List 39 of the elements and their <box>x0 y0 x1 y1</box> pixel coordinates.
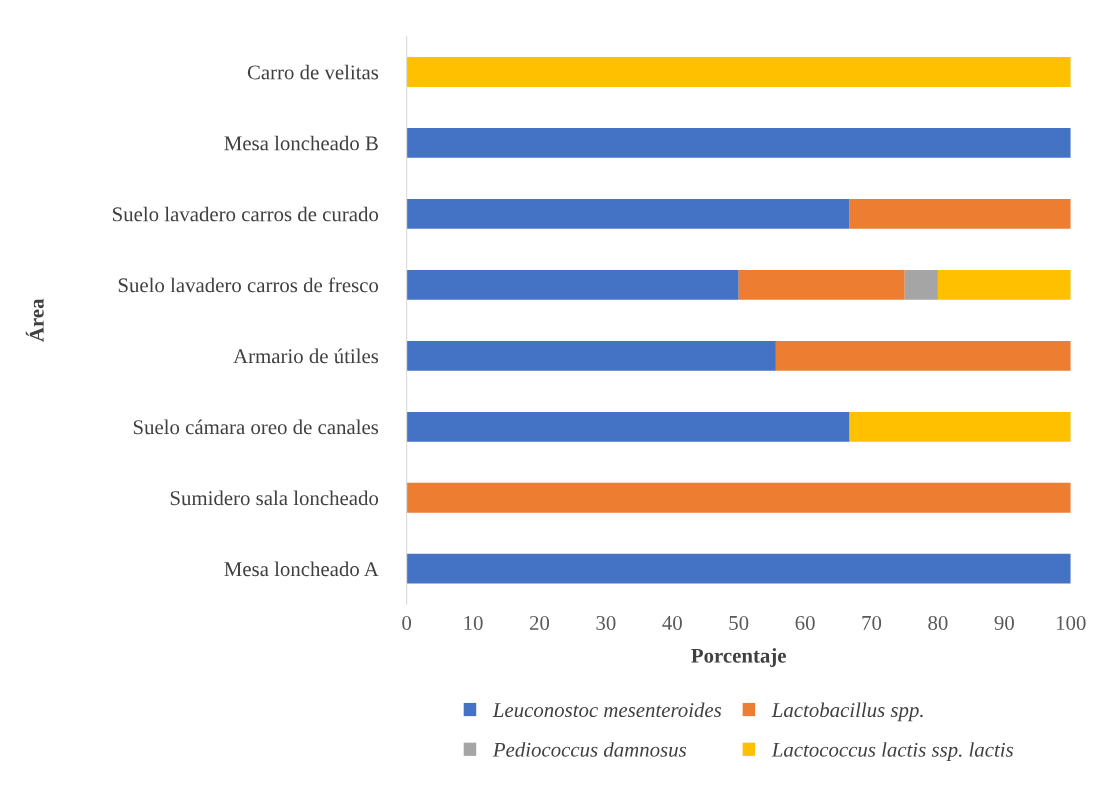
bar <box>406 553 1071 584</box>
bar <box>406 128 1071 158</box>
y-tick-label: Mesa loncheado B <box>224 135 378 151</box>
x-tick-label: 10 <box>464 615 483 630</box>
y-tick-label: Suelo lavadero carros de fresco <box>118 277 379 293</box>
y-tick-label: Mesa loncheado A <box>224 561 379 577</box>
x-tick-label: 20 <box>529 615 550 630</box>
x-tick-label: 50 <box>729 615 749 630</box>
x-tick-label: 70 <box>862 615 882 630</box>
x-tick-label: 0 <box>402 615 412 630</box>
bar <box>406 482 1071 513</box>
legend-label: Lactobacillus spp. <box>771 702 923 722</box>
legend-label: Leuconostoc mesenteroides <box>492 702 722 718</box>
y-tick-label: Sumidero sala loncheado <box>170 490 379 506</box>
y-tick-label: Suelo cámara oreo de canales <box>133 419 379 435</box>
bar <box>904 269 938 300</box>
y-tick-label: Suelo lavadero carros de curado <box>113 206 379 222</box>
x-axis-title: Porcentaje <box>691 648 786 667</box>
bar <box>937 269 1071 300</box>
x-tick-label: 40 <box>662 615 682 630</box>
x-tick-label: 30 <box>596 615 616 630</box>
legend-label: Lactococcus lactis ssp. lactis <box>771 742 1014 762</box>
x-tick-label: 80 <box>928 615 948 630</box>
bar <box>738 269 905 300</box>
x-tick-label: 90 <box>994 615 1014 630</box>
x-tick-label: 60 <box>795 615 815 630</box>
bar <box>775 340 1071 371</box>
bar <box>406 340 776 371</box>
y-axis-title: Área <box>25 298 44 342</box>
bar <box>406 57 1071 87</box>
y-tick-label: Armario de útiles <box>233 348 379 364</box>
y-tick-label: Carro de velitas <box>247 64 379 80</box>
x-tick-label: 100 <box>1056 615 1086 630</box>
legend-label: Pediococcus damnosus <box>492 742 687 757</box>
bar <box>849 199 1071 229</box>
bar <box>406 269 739 300</box>
bar <box>406 411 850 442</box>
bar <box>849 411 1071 442</box>
bar <box>406 199 850 229</box>
